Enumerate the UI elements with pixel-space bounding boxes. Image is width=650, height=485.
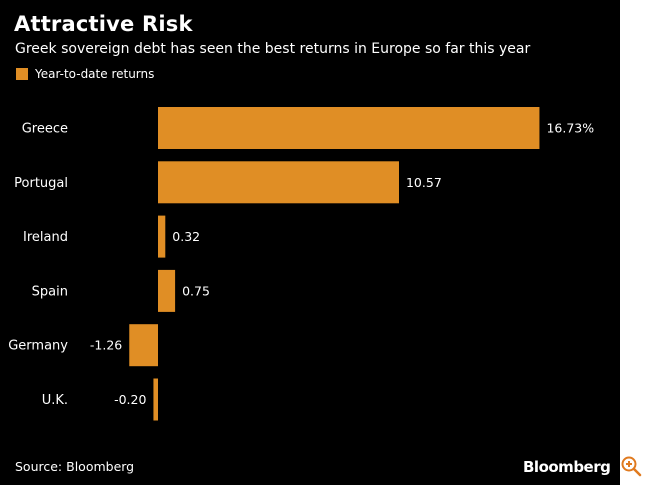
bar-ireland	[158, 215, 166, 258]
category-label: Greece	[22, 122, 68, 137]
chart-frame: Attractive Risk Greek sovereign debt has…	[0, 0, 620, 485]
bar-portugal	[158, 161, 399, 204]
bar-spain	[158, 269, 176, 312]
legend: Year-to-date returns	[16, 67, 154, 81]
data-label: 10.57	[406, 175, 442, 190]
data-label: -1.26	[90, 338, 122, 353]
bar-uk	[153, 378, 158, 421]
data-label: 0.32	[172, 229, 200, 244]
category-label: Portugal	[14, 176, 68, 191]
data-label: -0.20	[114, 392, 146, 407]
chart-subtitle: Greek sovereign debt has seen the best r…	[15, 41, 531, 57]
bar-chart: Greece 16.73% Portugal 10.57 Ireland 0.32 Spai…	[8, 107, 594, 421]
chart-title: Attractive Risk	[14, 12, 193, 36]
category-label: Ireland	[23, 230, 68, 245]
category-label: U.K.	[42, 393, 68, 408]
zoom-in-icon[interactable]	[620, 455, 644, 483]
legend-swatch	[16, 68, 28, 80]
source-note: Source: Bloomberg	[15, 459, 135, 474]
data-label: 0.75	[182, 283, 210, 298]
legend-label: Year-to-date returns	[35, 67, 155, 81]
data-label: 16.73%	[546, 121, 594, 136]
category-label: Spain	[32, 284, 68, 299]
bar-greece	[158, 107, 540, 149]
bar-germany	[129, 324, 158, 367]
bloomberg-logo: Bloomberg	[523, 458, 611, 476]
category-label: Germany	[8, 339, 68, 354]
